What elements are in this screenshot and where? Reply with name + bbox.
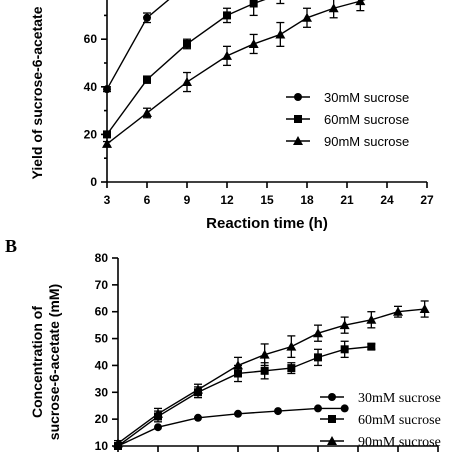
data-point	[274, 407, 282, 416]
y-tick-label: 50	[95, 332, 109, 346]
series-triangle	[113, 300, 430, 448]
data-point	[286, 341, 297, 351]
legend-marker	[328, 393, 336, 401]
y-tick-label: 40	[95, 358, 109, 372]
data-point	[113, 438, 123, 448]
data-point	[223, 11, 231, 20]
x-tick-label: 24	[380, 193, 394, 207]
data-point	[302, 12, 312, 22]
data-point	[233, 360, 243, 370]
y-axis-label: sucrose-6-acetate (mM)	[46, 284, 62, 440]
series-circle	[103, 0, 170, 94]
y-tick-label: 60	[84, 32, 98, 46]
data-point	[103, 85, 111, 94]
series-line	[106, 0, 170, 90]
legend-entry: 60mM sucrose	[324, 112, 409, 127]
x-tick-label: 9	[184, 193, 191, 207]
data-point	[340, 345, 349, 354]
y-tick-label: 30	[95, 385, 109, 399]
data-point	[248, 38, 259, 48]
chart-panel-1: 020406080369121518212427Reaction time (h…	[29, 0, 434, 232]
data-point	[143, 13, 151, 22]
legend-entry: 30mM sucrose	[358, 391, 441, 406]
data-point	[314, 404, 322, 413]
x-axis-label: Reaction time (h)	[206, 215, 328, 232]
legend-entry: 30mM sucrose	[324, 90, 409, 105]
x-tick-label: 18	[300, 193, 314, 207]
chart-panel-2: 10 20 30 40 50 60 70 80 Concentration of sucrose-…	[5, 236, 441, 453]
data-point	[193, 384, 203, 394]
data-point	[234, 409, 242, 418]
x-tick-label: 21	[340, 193, 354, 207]
legend-marker	[327, 436, 337, 445]
x-tick-label: 6	[144, 193, 151, 207]
data-point	[259, 349, 270, 359]
series-line	[117, 407, 345, 447]
data-point	[194, 413, 202, 422]
data-point	[275, 29, 286, 39]
legend-marker	[294, 93, 302, 101]
y-tick-label: 40	[84, 80, 98, 94]
data-point	[313, 328, 323, 338]
legend-entry: 90mM sucrose	[358, 435, 441, 450]
data-point	[143, 75, 151, 84]
legend-entry: 90mM sucrose	[324, 134, 409, 149]
data-point	[153, 408, 163, 418]
data-point	[419, 304, 430, 314]
data-point	[340, 404, 349, 413]
series-square	[103, 0, 285, 139]
legend: 30mM sucrose 60mM sucrose 90mM sucrose	[286, 90, 409, 149]
data-point	[355, 0, 366, 6]
data-point	[249, 0, 258, 8]
legend-marker	[293, 136, 303, 145]
legend-marker	[328, 415, 336, 423]
data-point	[367, 342, 376, 351]
panel-label: B	[5, 236, 17, 256]
y-tick-label: 10	[95, 439, 109, 453]
y-tick-label: 20	[84, 127, 98, 141]
data-point	[154, 423, 162, 432]
data-point	[314, 353, 322, 362]
series-line	[106, 0, 266, 135]
x-tick-label: 12	[220, 193, 234, 207]
series-triangle	[102, 0, 366, 148]
y-axis-label-group: Yield of sucrose-6-acetate	[29, 6, 45, 179]
y-tick-label: 0	[90, 175, 97, 189]
data-point	[260, 366, 269, 375]
data-point	[328, 3, 339, 13]
legend: 30mM sucrose 60mM sucrose 90mM sucrose	[320, 391, 441, 450]
data-point	[366, 314, 377, 324]
data-point	[393, 306, 403, 316]
data-point	[339, 320, 350, 330]
y-tick-label: 70	[95, 278, 109, 292]
data-point	[103, 130, 111, 139]
x-tick-label: 27	[420, 193, 434, 207]
y-axis-label: Yield of sucrose-6-acetate	[29, 6, 45, 179]
y-tick-label: 20	[95, 412, 109, 426]
y-tick-label: 80	[95, 251, 109, 265]
data-point	[222, 50, 232, 60]
x-tick-label: 15	[260, 193, 274, 207]
y-axis-label-group: Concentration of sucrose-6-acetate (mM)	[29, 284, 62, 440]
series-square	[114, 340, 376, 450]
data-point	[142, 107, 152, 117]
series-circle	[114, 404, 349, 450]
legend-entry: 60mM sucrose	[358, 413, 441, 428]
y-tick-label: 60	[95, 305, 109, 319]
y-axis-label: Concentration of	[29, 306, 45, 418]
data-point	[102, 138, 112, 148]
x-tick-label: 3	[104, 193, 111, 207]
data-point	[287, 364, 296, 373]
legend-marker	[294, 115, 302, 123]
data-point	[183, 39, 191, 48]
data-point	[182, 77, 192, 87]
